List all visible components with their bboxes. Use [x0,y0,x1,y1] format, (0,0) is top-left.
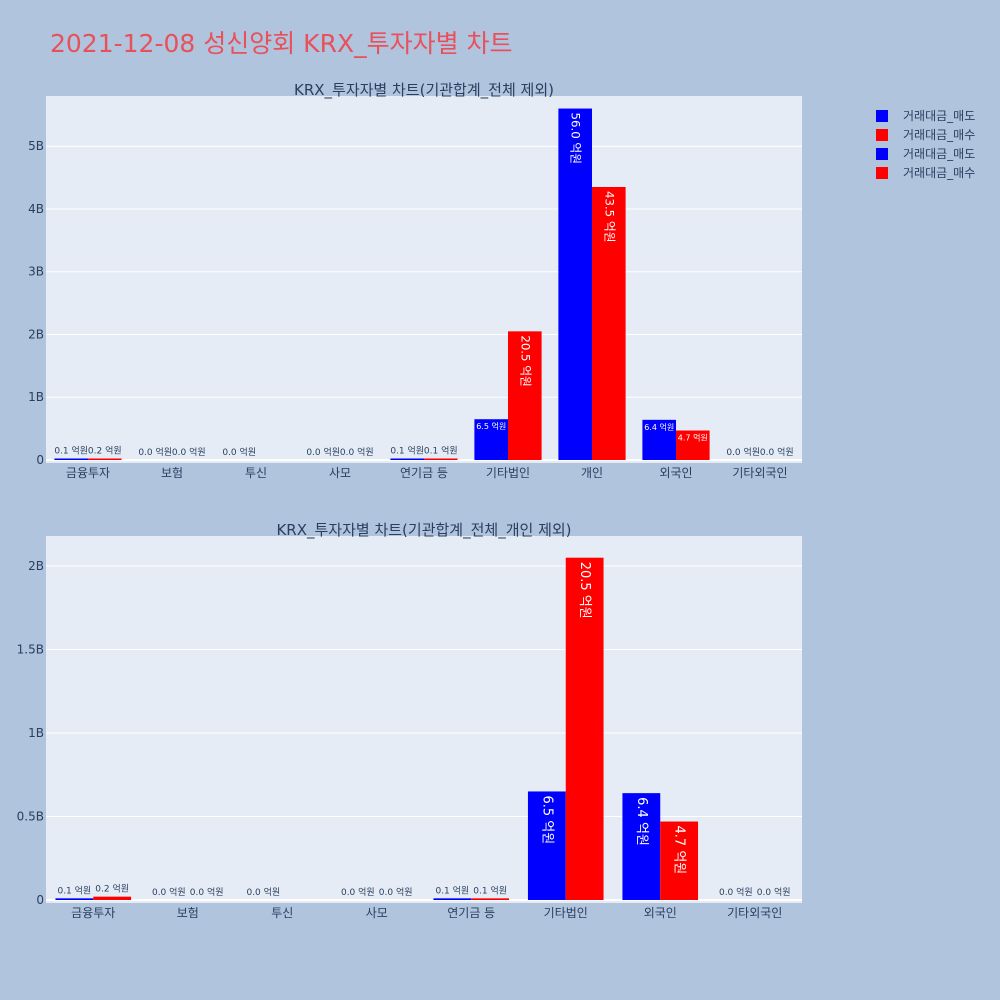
chart-title: KRX_투자자별 차트(기관합계_전체_개인 제외) [276,521,571,540]
legend-item[interactable]: 거래대금_매수 [876,125,975,144]
legend-swatch [876,166,888,179]
data-label: 0.0 억원 [246,886,280,898]
x-tick-label: 연기금 등 [447,906,495,920]
legend-item[interactable]: 거래대금_매도 [876,144,975,163]
bar [508,331,542,460]
data-label: 0.0 억원 [726,446,760,458]
data-label: 6.4 억원 [634,797,649,846]
legend-label: 거래대금_매수 [903,166,976,180]
x-tick-label: 외국인 [659,466,692,480]
y-tick-label: 1B [28,726,44,740]
data-label: 6.5 억원 [476,421,506,431]
data-label: 0.0 억원 [222,446,256,458]
legend-label: 거래대금_매수 [903,128,976,142]
data-label: 56.0 억원 [569,113,583,165]
data-label: 0.0 억원 [341,886,375,898]
x-tick-label: 사모 [329,466,351,480]
data-label: 0.0 억원 [760,446,794,458]
x-tick-label: 보험 [177,906,199,920]
x-tick-label: 투신 [245,466,267,480]
legend-swatch [876,147,888,160]
data-label: 20.5 억원 [577,562,592,619]
data-label: 0.0 억원 [757,886,791,898]
data-label: 43.5 억원 [602,191,616,243]
legend-item[interactable]: 거래대금_매수 [876,163,975,182]
bar [592,187,626,460]
x-tick-label: 금융투자 [71,906,115,920]
chart-title: KRX_투자자별 차트(기관합계_전체 제외) [294,81,554,100]
data-label: 0.0 억원 [340,446,374,458]
legend-label: 거래대금_매도 [903,109,976,123]
data-label: 6.5 억원 [539,795,554,844]
y-tick-label: 0.5B [17,810,44,824]
data-label: 0.0 억원 [719,886,753,898]
legend-item[interactable]: 거래대금_매도 [876,106,975,125]
x-tick-label: 보험 [161,466,183,480]
data-label: 0.1 억원 [54,445,88,457]
data-label: 0.0 억원 [152,886,186,898]
data-label: 20.5 억원 [518,335,532,387]
x-tick-label: 기타외국인 [732,466,787,480]
y-tick-label: 5B [28,139,44,153]
bar [565,557,604,900]
x-tick-label: 기타외국인 [727,906,782,920]
bar [622,793,661,900]
data-label: 0.2 억원 [88,445,122,457]
legend-swatch [876,128,888,141]
bar [54,458,88,460]
data-label: 0.0 억원 [190,886,224,898]
y-tick-label: 1.5B [17,643,44,657]
y-tick-label: 3B [28,265,44,279]
y-tick-label: 0 [36,893,44,907]
bar [660,821,699,900]
x-tick-label: 사모 [366,906,388,920]
x-tick-label: 기타법인 [544,906,588,920]
y-tick-label: 2B [28,559,44,573]
bar [558,108,592,460]
bar [55,898,94,900]
bar [676,430,710,460]
bar [527,791,566,900]
y-tick-label: 4B [28,202,44,216]
data-label: 0.0 억원 [172,446,206,458]
data-label: 0.0 억원 [306,446,340,458]
data-label: 4.7 억원 [678,433,708,443]
data-label: 0.1 억원 [57,884,91,896]
y-tick-label: 2B [28,327,44,341]
x-tick-label: 금융투자 [66,466,110,480]
bar [471,898,510,900]
y-tick-label: 1B [28,390,44,404]
data-label: 0.0 억원 [138,446,172,458]
data-label: 6.4 억원 [644,422,674,432]
plot-area [46,96,802,463]
data-label: 0.1 억원 [435,884,469,896]
data-label: 4.7 억원 [672,826,687,875]
x-tick-label: 기타법인 [486,466,530,480]
bar [474,419,508,460]
y-tick-label: 0 [36,453,44,467]
main-title: 2021-12-08 성신양회 KRX_투자자별 차트 [50,29,513,58]
x-tick-label: 연기금 등 [400,466,448,480]
bar [88,458,122,460]
legend-swatch [876,109,888,122]
x-tick-label: 개인 [581,466,603,480]
bar [93,896,132,900]
bar [390,458,424,460]
chart-top: KRX_투자자별 차트(기관합계_전체 제외) 0 1B 2B 3B 4B 5B 금융투자 0.… [28,81,802,480]
legend: 거래대금_매도 거래대금_매수 거래대금_매도 거래대금_매수 [876,106,975,182]
bar [424,458,458,460]
legend-label: 거래대금_매도 [903,147,976,161]
bar [433,898,472,900]
x-tick-label: 투신 [271,906,293,920]
data-label: 0.2 억원 [95,883,129,895]
data-label: 0.1 억원 [424,445,458,457]
data-label: 0.0 억원 [379,886,413,898]
x-tick-label: 외국인 [644,906,677,920]
bar [642,419,676,460]
data-label: 0.1 억원 [473,884,507,896]
data-label: 0.1 억원 [390,445,424,457]
